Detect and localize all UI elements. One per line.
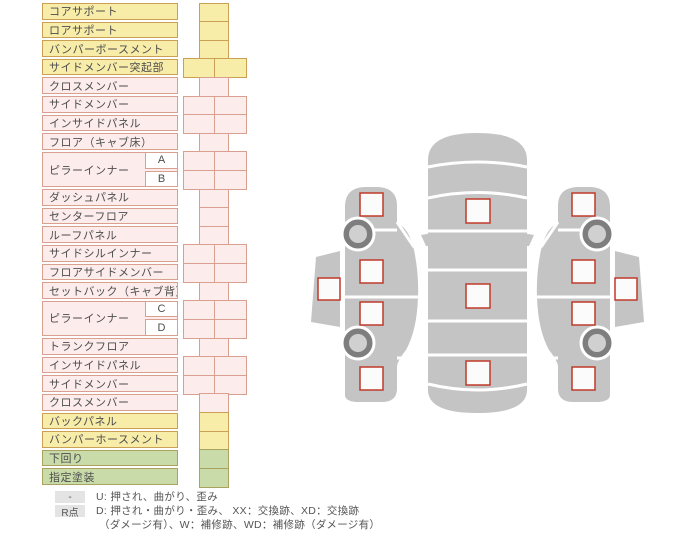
damage-cell[interactable]	[214, 58, 247, 79]
damage-cell[interactable]	[183, 58, 216, 79]
damage-cell[interactable]	[214, 356, 247, 377]
damage-cell[interactable]	[183, 300, 216, 321]
damage-cell[interactable]	[183, 263, 216, 284]
part-label: クロスメンバー	[42, 77, 178, 95]
damage-marker-left-outer[interactable]	[317, 277, 341, 301]
damage-cell[interactable]	[199, 281, 229, 302]
part-label: サイドメンバー	[42, 375, 178, 392]
damage-cell[interactable]	[214, 151, 247, 172]
damage-cell[interactable]	[199, 449, 229, 470]
damage-cell[interactable]	[199, 76, 229, 98]
damage-cell[interactable]	[199, 39, 229, 60]
damage-marker-right-rear[interactable]	[571, 366, 596, 391]
part-sublabel: B	[145, 170, 178, 188]
damage-cell[interactable]	[183, 114, 216, 135]
legend-text-u: U: 押され、曲がり、歪み	[96, 491, 219, 503]
part-label: フロアサイドメンバー	[42, 263, 178, 281]
damage-cell[interactable]	[183, 151, 216, 172]
car-top-view	[421, 133, 534, 413]
damage-cell[interactable]	[183, 95, 216, 116]
part-label: ロアサポート	[42, 21, 178, 39]
damage-cell[interactable]	[199, 393, 229, 414]
top-panel-lines	[421, 160, 534, 392]
part-sublabel: A	[145, 151, 178, 169]
part-label: 指定塗装	[42, 468, 178, 485]
damage-marker-top-rear[interactable]	[465, 360, 491, 386]
damage-marker-left-rear[interactable]	[359, 366, 384, 391]
damage-marker-left-front[interactable]	[359, 192, 384, 217]
damage-cell[interactable]	[199, 337, 229, 358]
damage-marker-left-front-door[interactable]	[359, 259, 384, 284]
damage-marker-right-front[interactable]	[571, 192, 596, 217]
part-label: インサイドパネル	[42, 356, 178, 374]
legend-badge-rpoint: R点	[55, 505, 85, 519]
right-mirror-icon	[522, 233, 534, 246]
part-label: クロスメンバー	[42, 393, 178, 411]
damage-cell[interactable]	[183, 170, 216, 191]
part-label: ダッシュパネル	[42, 189, 178, 206]
parts-damage-table: コアサポート ロアサポート バンパーボースメント サイドメンバー突起部 クロスメンバーサ…	[0, 0, 300, 535]
part-label: サイドシルインナー	[42, 244, 178, 262]
part-label: バックパネル	[42, 412, 178, 430]
damage-cell[interactable]	[199, 132, 229, 153]
damage-cell[interactable]	[199, 21, 229, 42]
part-label: 下回り	[42, 449, 178, 467]
damage-cell[interactable]	[199, 2, 229, 23]
damage-marker-top-front[interactable]	[465, 198, 491, 224]
damage-cell[interactable]	[199, 188, 229, 209]
part-label: フロア（キャブ床）	[42, 133, 178, 150]
part-label: インサイドパネル	[42, 114, 178, 132]
left-mirror-icon	[421, 233, 433, 246]
part-label: サイドメンバー突起部	[42, 58, 178, 76]
damage-cell[interactable]	[214, 244, 247, 265]
part-label: バンパーホースメント	[42, 431, 178, 448]
part-sublabel: C	[145, 300, 178, 318]
part-sublabel: D	[145, 319, 178, 337]
damage-cell[interactable]	[183, 318, 216, 340]
damage-marker-right-outer[interactable]	[614, 277, 638, 301]
legend-badge-dash: -	[55, 491, 85, 503]
part-label: センターフロア	[42, 207, 178, 225]
part-label: サイドメンバー	[42, 96, 178, 113]
damage-cell[interactable]	[183, 374, 216, 395]
damage-cell[interactable]	[199, 207, 229, 228]
damage-cell[interactable]	[199, 412, 229, 433]
part-label: コアサポート	[42, 3, 178, 20]
damage-cell[interactable]	[199, 430, 229, 451]
part-label: ルーフパネル	[42, 226, 178, 243]
damage-marker-right-rear-door[interactable]	[571, 301, 596, 326]
damage-marker-left-rear-door[interactable]	[359, 301, 384, 326]
damage-cell[interactable]	[183, 244, 216, 265]
part-label: トランクフロア	[42, 338, 178, 355]
damage-cell[interactable]	[214, 114, 247, 135]
damage-marker-right-front-door[interactable]	[571, 259, 596, 284]
legend-text-d-line1: D: 押され・曲がり・歪み、 XX：交換跡、XD：交換跡	[96, 505, 360, 517]
damage-cell[interactable]	[199, 225, 229, 246]
damage-cell[interactable]	[214, 170, 247, 191]
car-diagram	[309, 133, 646, 413]
part-label: セットバック（キャブ背）	[42, 282, 178, 299]
damage-cell[interactable]	[199, 467, 229, 488]
legend-text-d-line2: （ダメージ有）、W：補修跡、WD：補修跡（ダメージ有）	[99, 519, 381, 531]
damage-cell[interactable]	[214, 95, 247, 116]
damage-cell[interactable]	[183, 356, 216, 377]
damage-marker-top-center[interactable]	[465, 283, 491, 309]
damage-cell[interactable]	[214, 374, 247, 395]
damage-cell[interactable]	[214, 300, 247, 321]
damage-cell[interactable]	[214, 263, 247, 284]
damage-cell[interactable]	[214, 318, 247, 340]
top-body	[428, 133, 527, 413]
part-label: バンパーボースメント	[42, 40, 178, 57]
